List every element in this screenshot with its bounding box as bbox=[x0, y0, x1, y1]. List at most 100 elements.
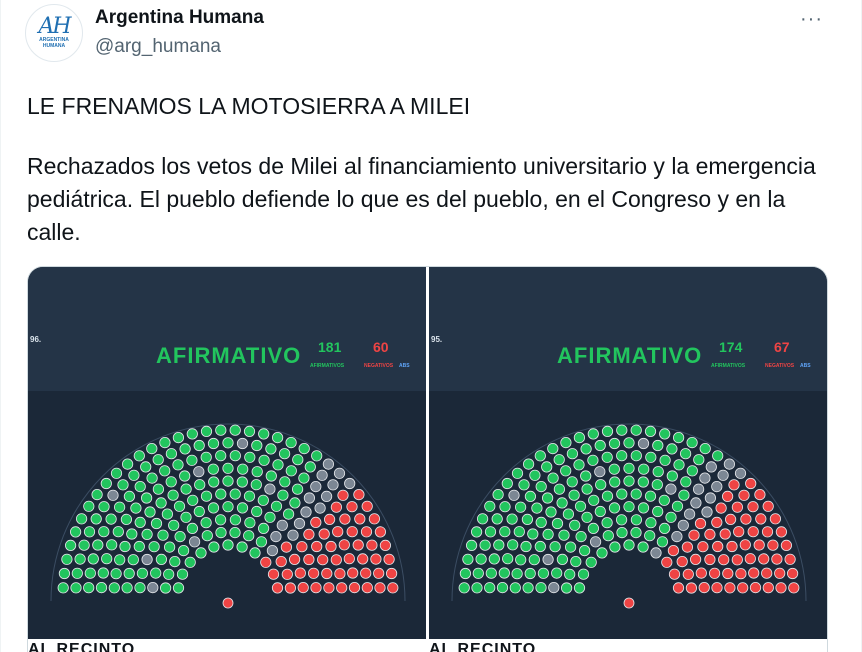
seat-afirmativo bbox=[194, 479, 206, 491]
seat-negativo bbox=[739, 539, 751, 551]
seat-negativo bbox=[784, 553, 796, 565]
seat-afirmativo bbox=[258, 428, 270, 440]
author-handle[interactable]: @arg_humana bbox=[95, 36, 221, 57]
seat-afirmativo bbox=[616, 527, 628, 539]
seat-negativo bbox=[310, 516, 322, 528]
seat-afirmativo bbox=[236, 502, 249, 514]
seat-negativo bbox=[280, 541, 292, 553]
seat-afirmativo bbox=[61, 553, 73, 565]
seat-ausente bbox=[723, 458, 735, 470]
seat-afirmativo bbox=[159, 465, 171, 477]
seat-negativo bbox=[373, 567, 385, 579]
seat-afirmativo bbox=[159, 436, 171, 449]
avatar[interactable]: AH ARGENTINA HUMANA bbox=[25, 4, 83, 62]
seat-negativo bbox=[281, 568, 293, 580]
seat-afirmativo bbox=[601, 490, 614, 502]
seat-afirmativo bbox=[215, 514, 227, 526]
seat-afirmativo bbox=[140, 461, 152, 473]
seat-negativo bbox=[758, 553, 770, 565]
seat-afirmativo bbox=[304, 461, 316, 473]
seat-afirmativo bbox=[485, 567, 497, 579]
seat-afirmativo bbox=[141, 528, 153, 540]
seat-ausente bbox=[322, 458, 334, 470]
seat-afirmativo bbox=[249, 547, 261, 559]
seat-negativo bbox=[307, 567, 320, 579]
more-options-icon[interactable]: ··· bbox=[800, 8, 823, 30]
abstenciones-label: ABS bbox=[399, 363, 410, 369]
seat-afirmativo bbox=[595, 479, 607, 491]
media-image-left[interactable]: 96. AFIRMATIVO 181 60 AFIRMATIVOS NEGATI… bbox=[28, 267, 426, 652]
seat-afirmativo bbox=[511, 568, 523, 580]
seat-afirmativo bbox=[573, 582, 586, 594]
seat-ausente bbox=[333, 467, 346, 479]
seat-afirmativo bbox=[251, 505, 263, 518]
seat-afirmativo bbox=[630, 488, 642, 500]
seat-afirmativo bbox=[134, 582, 146, 594]
seat-negativo bbox=[271, 582, 284, 594]
tweet-media[interactable]: 96. AFIRMATIVO 181 60 AFIRMATIVOS NEGATI… bbox=[27, 266, 828, 652]
seat-negativo bbox=[737, 582, 749, 594]
seat-afirmativo bbox=[630, 450, 642, 462]
seat-negativo bbox=[761, 526, 774, 538]
seat-afirmativo bbox=[496, 582, 509, 594]
seat-negativo bbox=[310, 582, 322, 594]
seat-afirmativo bbox=[678, 489, 690, 501]
vote-header bbox=[28, 267, 426, 391]
seat-afirmativo bbox=[64, 539, 77, 551]
seat-negativo bbox=[718, 554, 730, 566]
seat-afirmativo bbox=[581, 483, 593, 495]
seat-afirmativo bbox=[144, 506, 156, 518]
seat-negativo bbox=[767, 539, 779, 551]
seat-negativo bbox=[294, 567, 306, 579]
seat-afirmativo bbox=[587, 428, 599, 440]
seat-negativo bbox=[755, 513, 767, 525]
seat-afirmativo bbox=[524, 567, 536, 580]
seat-afirmativo bbox=[70, 582, 82, 594]
seat-afirmativo bbox=[229, 424, 241, 436]
seat-negativo bbox=[354, 513, 366, 525]
seat-afirmativo bbox=[671, 500, 684, 512]
seat-negativo bbox=[370, 553, 382, 565]
seat-afirmativo bbox=[91, 489, 103, 501]
seat-afirmativo bbox=[644, 425, 657, 438]
seat-afirmativo bbox=[123, 567, 135, 580]
seat-afirmativo bbox=[71, 567, 83, 579]
seat-afirmativo bbox=[470, 526, 483, 538]
seat-ausente bbox=[107, 489, 119, 501]
seat-afirmativo bbox=[588, 494, 600, 506]
afirmativos-label: AFIRMATIVOS bbox=[711, 363, 746, 369]
seat-ausente bbox=[542, 553, 554, 566]
seat-afirmativo bbox=[565, 541, 577, 553]
seat-afirmativo bbox=[553, 454, 565, 466]
seat-afirmativo bbox=[87, 553, 99, 565]
seat-afirmativo bbox=[651, 479, 663, 491]
seat-ausente bbox=[701, 506, 713, 518]
seat-afirmativo bbox=[120, 513, 133, 525]
seat-negativo bbox=[682, 568, 694, 580]
seat-afirmativo bbox=[195, 547, 207, 559]
seat-afirmativo bbox=[95, 582, 108, 594]
seat-afirmativo bbox=[465, 539, 478, 551]
seat-afirmativo bbox=[551, 517, 564, 530]
seat-afirmativo bbox=[659, 454, 671, 466]
seat-negativo bbox=[338, 539, 350, 551]
seat-afirmativo bbox=[201, 530, 213, 542]
seat-afirmativo bbox=[173, 500, 186, 512]
seat-afirmativo bbox=[208, 476, 220, 488]
seat-afirmativo bbox=[462, 553, 474, 565]
author-display-name[interactable]: Argentina Humana bbox=[95, 7, 264, 28]
seat-negativo bbox=[336, 582, 348, 594]
media-image-right[interactable]: 95. AFIRMATIVO 174 67 AFIRMATIVOS NEGATI… bbox=[429, 267, 827, 652]
seat-afirmativo bbox=[272, 431, 284, 444]
seat-negativo bbox=[681, 541, 693, 553]
tweet-text-line1: LE FRENAMOS LA MOTOSIERRA A MILEI bbox=[27, 93, 471, 119]
seat-afirmativo bbox=[200, 490, 213, 502]
seat-negativo bbox=[383, 553, 395, 565]
seat-afirmativo bbox=[174, 531, 186, 543]
seat-afirmativo bbox=[523, 458, 535, 470]
seat-afirmativo bbox=[180, 511, 192, 523]
seat-afirmativo bbox=[549, 541, 561, 553]
seat-afirmativo bbox=[106, 539, 118, 551]
seat-afirmativo bbox=[656, 536, 668, 548]
footer-strip bbox=[429, 639, 827, 652]
